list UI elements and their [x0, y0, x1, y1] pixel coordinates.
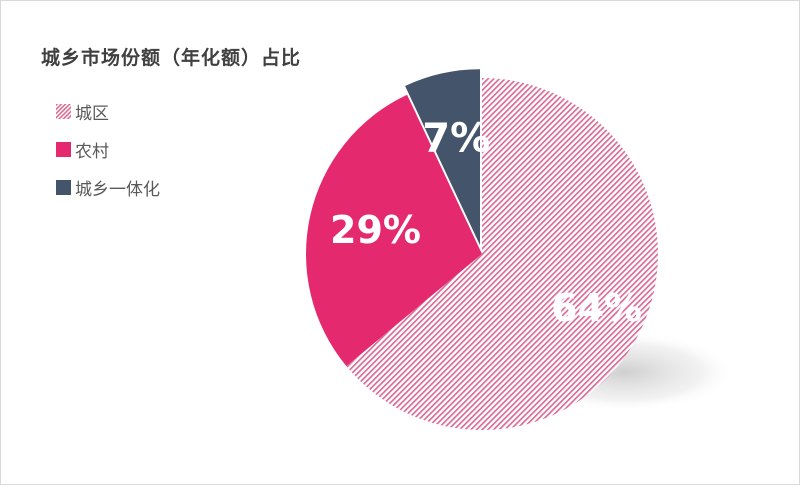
- legend-item-integrated: 城乡一体化: [56, 177, 160, 200]
- pie-slice-urban: [346, 78, 659, 431]
- data-label-rural: 29%: [330, 208, 421, 252]
- pie-labels: 64% 29% 7%: [330, 116, 642, 330]
- data-label-integrated: 7%: [422, 116, 490, 162]
- data-label-urban: 64%: [551, 286, 642, 330]
- pie-slice-integrated: [405, 69, 481, 246]
- legend-swatch-urban: [56, 103, 71, 119]
- legend-item-urban: 城区: [56, 101, 160, 124]
- legend-swatch-rural: [56, 141, 71, 157]
- pie-slice-rural: [306, 94, 482, 367]
- chart-legend: 城区 农村 城乡一体化: [56, 101, 160, 215]
- legend-label-rural: 农村: [75, 141, 109, 162]
- legend-item-rural: 农村: [56, 139, 160, 162]
- legend-label-integrated: 城乡一体化: [75, 179, 160, 200]
- legend-label-urban: 城区: [75, 103, 109, 124]
- legend-swatch-integrated: [56, 179, 71, 195]
- pie-slices: [306, 69, 659, 431]
- chart-title: 城乡市场份额（年化额）占比: [41, 47, 302, 69]
